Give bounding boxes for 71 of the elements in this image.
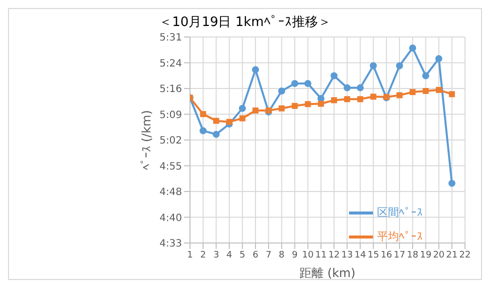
point: [356, 84, 364, 92]
y-tick-label: 5:09: [160, 110, 182, 121]
point: [212, 130, 220, 138]
x-tick-label: 13: [341, 250, 353, 260]
point: [291, 80, 298, 88]
x-tick-label: 19: [420, 250, 432, 260]
x-tick-label: 6: [252, 250, 259, 260]
point: [213, 118, 220, 124]
point: [239, 115, 246, 122]
x-tick-label: 11: [315, 250, 327, 260]
x-tick-label: 12: [328, 250, 340, 260]
point: [200, 111, 206, 118]
point: [409, 44, 416, 52]
y-tick-label: 4:40: [160, 212, 182, 224]
x-tick-label: 3: [213, 250, 220, 260]
x-tick-label: 2: [200, 250, 206, 260]
y-tick-label: 5:31: [160, 32, 182, 44]
y-axis-title: ﾍﾟｰｽ (/km): [139, 110, 154, 170]
y-tick-label: 4:48: [160, 187, 182, 198]
y-tick-label: 4:55: [160, 161, 182, 172]
point: [304, 101, 311, 108]
legend-label: 平均ﾍﾟｰｽ: [377, 230, 423, 244]
point: [252, 108, 258, 114]
x-tick-label: 9: [292, 250, 298, 260]
x-tick-label: 4: [226, 250, 232, 260]
point: [200, 127, 207, 134]
point: [396, 62, 404, 70]
x-tick-label: 1: [187, 250, 193, 260]
point: [448, 91, 455, 98]
point: [317, 94, 324, 102]
x-tick-label: 18: [406, 250, 419, 260]
y-tick-label: 4:33: [160, 238, 182, 250]
point: [436, 86, 442, 93]
point: [278, 105, 285, 112]
x-tick-label: 14: [354, 250, 366, 260]
x-tick-label: 10: [302, 250, 314, 260]
point: [331, 97, 338, 104]
point: [344, 96, 350, 102]
point: [448, 180, 456, 187]
x-tick-label: 17: [394, 250, 406, 260]
point: [396, 92, 403, 98]
x-tick-label: 8: [278, 250, 285, 260]
x-tick-label: 20: [433, 250, 445, 260]
point: [226, 118, 232, 125]
legend-label: 区間ﾍﾟｰｽ: [377, 206, 423, 220]
point: [370, 94, 376, 100]
x-axis-title: 距離 (km): [300, 266, 356, 280]
point: [422, 88, 429, 94]
point: [252, 66, 259, 74]
x-tick-label: 16: [380, 250, 392, 260]
point: [344, 84, 351, 92]
point: [370, 62, 377, 70]
x-tick-label: 21: [446, 250, 458, 260]
x-tick-label: 15: [368, 250, 380, 260]
y-tick-label: 5:02: [160, 136, 182, 147]
point: [330, 72, 338, 80]
y-tick-label: 5:16: [160, 84, 182, 96]
point: [410, 89, 416, 96]
x-tick-label: 22: [459, 250, 471, 260]
point: [422, 72, 430, 80]
chart-title: ＜10月19日 1kmﾍﾟｰｽ推移＞: [158, 14, 332, 31]
point: [292, 102, 298, 109]
point: [238, 104, 246, 112]
point: [278, 87, 286, 94]
point: [304, 80, 312, 88]
x-tick-label: 7: [266, 250, 272, 260]
point: [435, 55, 442, 62]
point: [318, 100, 324, 107]
x-tick-label: 5: [240, 250, 246, 260]
y-tick-label: 5:24: [160, 58, 182, 70]
point: [357, 96, 364, 102]
